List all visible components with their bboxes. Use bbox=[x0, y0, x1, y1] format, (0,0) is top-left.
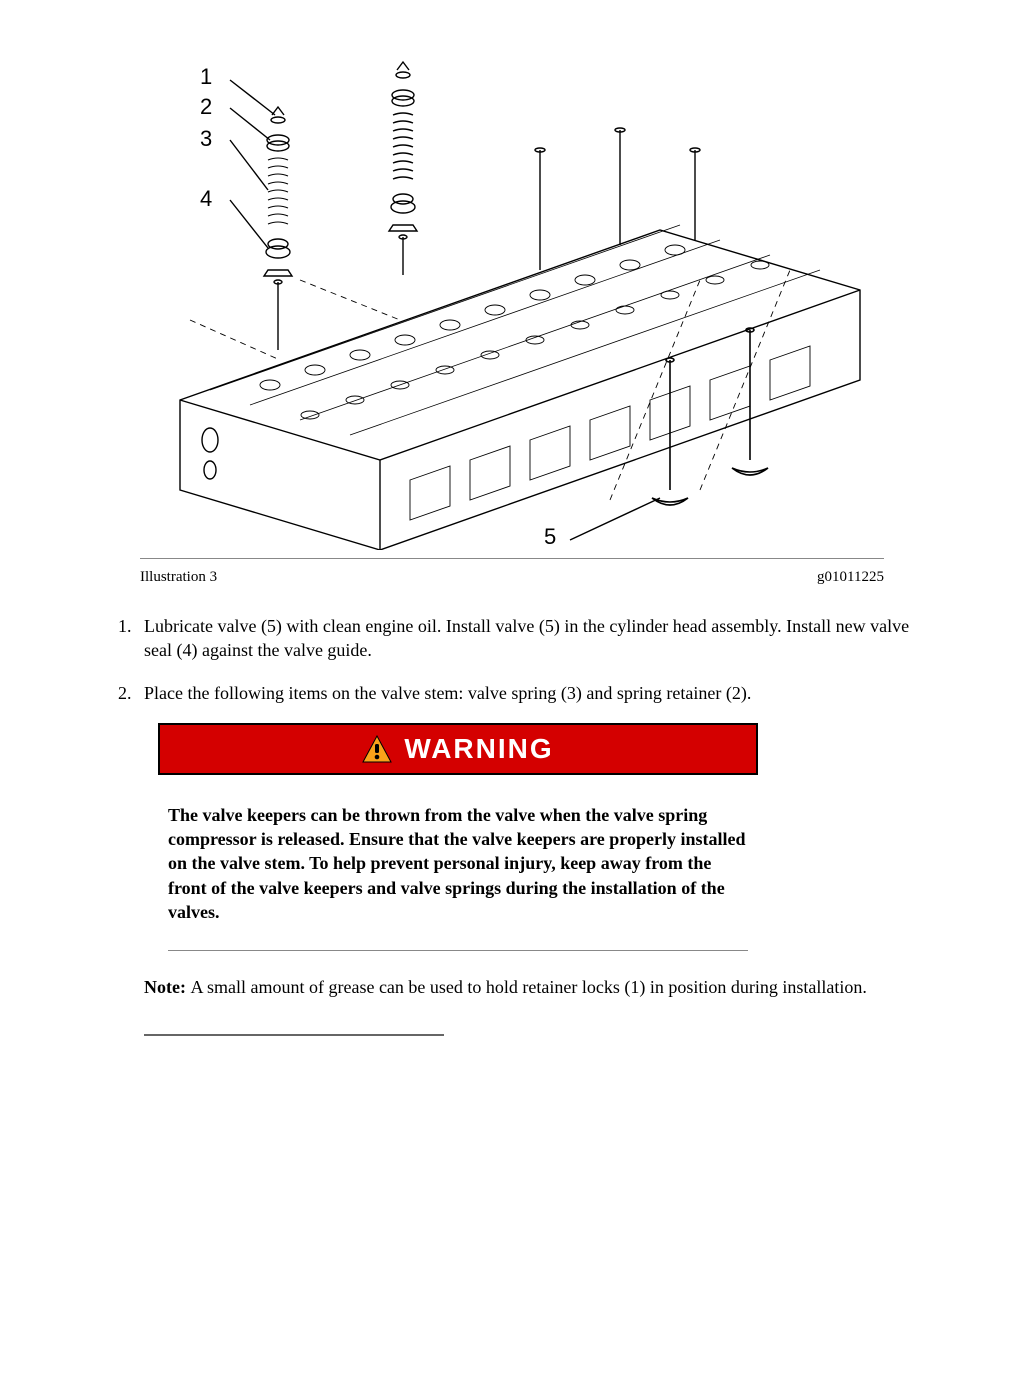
warning-banner: WARNING bbox=[158, 723, 758, 775]
caption-left: Illustration 3 bbox=[140, 569, 217, 586]
step-2: Place the following items on the valve s… bbox=[136, 681, 924, 705]
warning-block: WARNING The valve keepers can be thrown … bbox=[158, 723, 758, 951]
callout-1: 1 bbox=[200, 64, 212, 90]
section-rule bbox=[144, 1034, 444, 1036]
callout-5: 5 bbox=[544, 524, 556, 550]
warning-text: The valve keepers can be thrown from the… bbox=[168, 803, 748, 924]
warning-divider bbox=[168, 950, 748, 951]
illustration-caption: Illustration 3 g01011225 bbox=[140, 558, 884, 586]
step-1: Lubricate valve (5) with clean engine oi… bbox=[136, 614, 924, 663]
callout-2: 2 bbox=[200, 94, 212, 120]
illustration-block: 1 2 3 4 5 Illustration 3 g01011225 bbox=[140, 20, 884, 586]
diagram-svg bbox=[140, 20, 900, 550]
warning-triangle-icon bbox=[362, 735, 392, 763]
warning-label: WARNING bbox=[404, 733, 553, 765]
callout-4: 4 bbox=[200, 186, 212, 212]
callout-3: 3 bbox=[200, 126, 212, 152]
caption-right: g01011225 bbox=[817, 569, 884, 586]
exploded-diagram: 1 2 3 4 5 bbox=[140, 20, 884, 550]
procedure-steps: Lubricate valve (5) with clean engine oi… bbox=[100, 614, 924, 705]
note-lead: Note: bbox=[144, 977, 190, 997]
note-text: A small amount of grease can be used to … bbox=[190, 977, 866, 997]
note-paragraph: Note: A small amount of grease can be us… bbox=[144, 975, 884, 999]
